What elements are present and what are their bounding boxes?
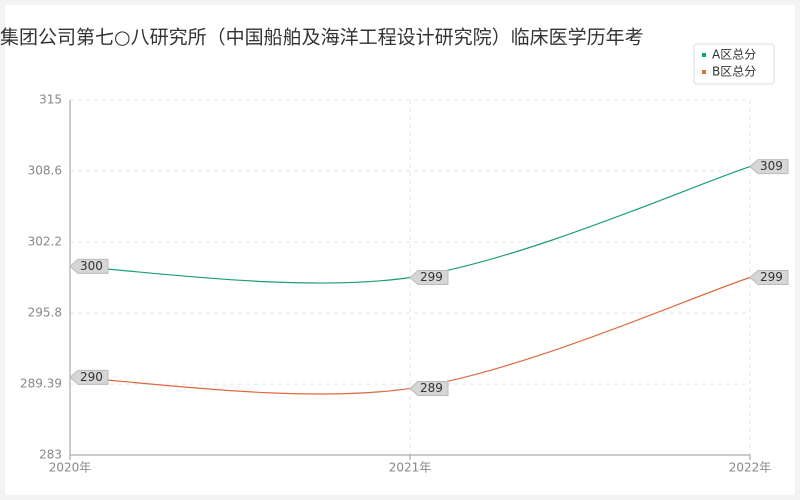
- value-label: 300: [80, 259, 103, 273]
- value-label: 299: [760, 270, 783, 284]
- legend-label: B区总分: [712, 65, 756, 79]
- value-label: 290: [80, 370, 103, 384]
- legend-swatch: [702, 53, 706, 57]
- value-label-tag: [749, 159, 789, 175]
- chart-title: 集团公司第七○八研究所（中国船舶及海洋工程设计研究院）临床医学历年考: [0, 27, 644, 49]
- legend-label: A区总分: [712, 48, 756, 62]
- value-label: 289: [420, 381, 443, 395]
- value-label-tag: [69, 258, 109, 274]
- x-tick-label: 2020年: [49, 461, 92, 475]
- value-label-tag: [69, 369, 109, 385]
- value-label: 299: [420, 270, 443, 284]
- y-tick-label: 308.6: [28, 164, 62, 178]
- y-tick-label: 295.8: [28, 306, 62, 320]
- legend-swatch: [702, 70, 706, 74]
- value-label: 309: [760, 159, 783, 173]
- legend-box: [693, 43, 775, 85]
- y-tick-label: 315: [39, 93, 62, 107]
- value-label-tag: [409, 270, 449, 285]
- y-tick-label: 283: [39, 448, 62, 462]
- value-label-tag: [409, 380, 449, 396]
- y-tick-label: 302.2: [28, 235, 62, 249]
- x-tick-label: 2021年: [389, 461, 432, 475]
- value-label-tag: [749, 270, 789, 285]
- chart-background: [5, 5, 795, 495]
- y-tick-label: 289.39: [20, 377, 62, 391]
- x-tick-label: 2022年: [729, 461, 772, 475]
